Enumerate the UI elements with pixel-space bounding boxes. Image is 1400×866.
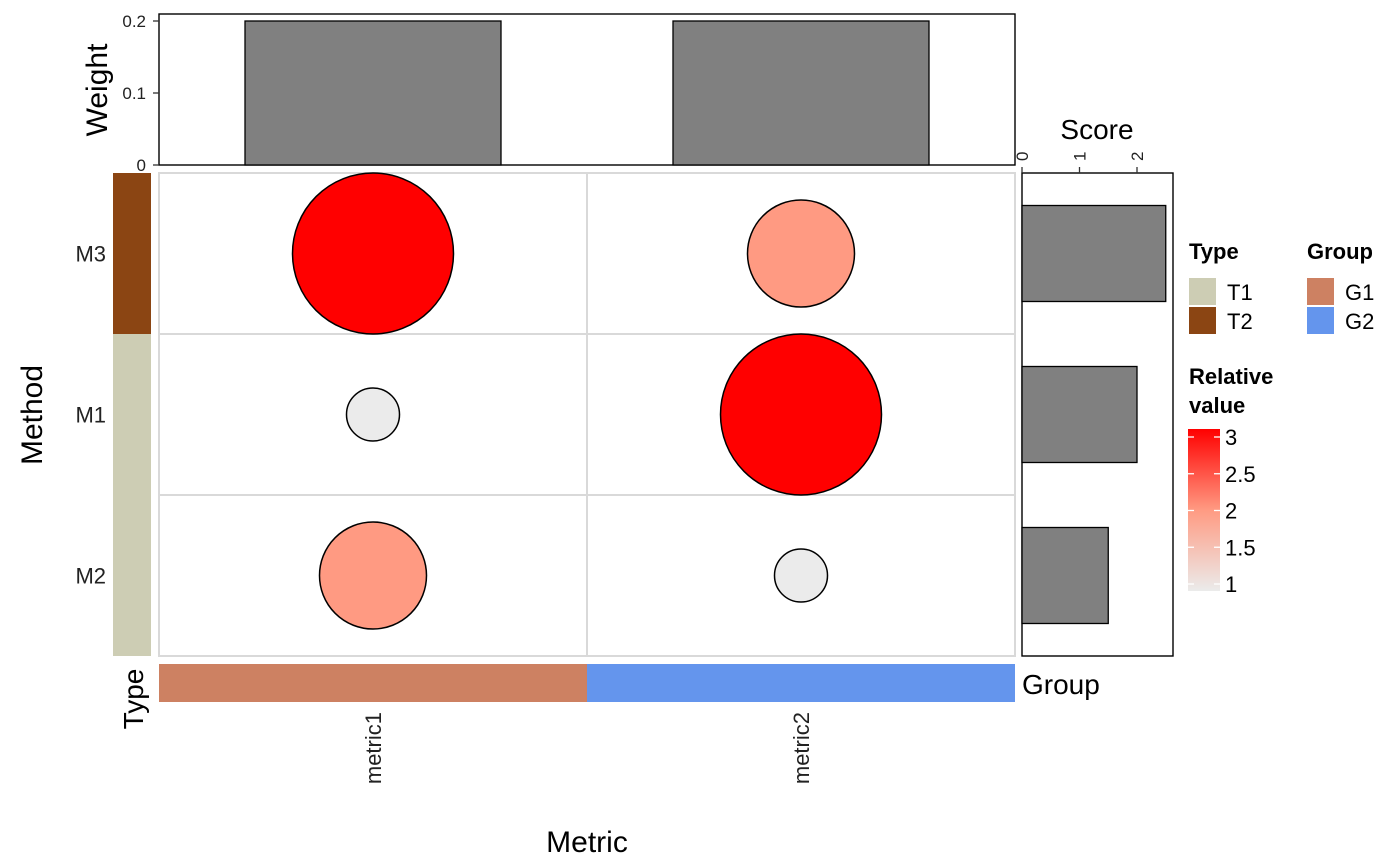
score-panel: 0 1 2 Score <box>1013 114 1174 657</box>
legend-group-title: Group <box>1307 239 1373 264</box>
legend-rv-tick-label: 2.5 <box>1225 462 1256 487</box>
score-tick-label: 0 <box>1013 152 1032 161</box>
score-bar-M2 <box>1021 526 1109 625</box>
group-cell-metric2 <box>587 664 1015 702</box>
weight-tick-label: 0 <box>137 156 146 175</box>
bubble-M3-metric1 <box>291 172 455 335</box>
score-tick-label: 1 <box>1071 152 1090 161</box>
legend-rv-tick-label: 1.5 <box>1225 535 1256 560</box>
type-annotation-strip <box>113 173 151 656</box>
score-bar-M1 <box>1021 365 1138 464</box>
group-annotation-strip <box>159 664 1015 702</box>
score-bar-M3 <box>1021 204 1167 303</box>
bubble-M2-metric2 <box>773 548 829 603</box>
metric-labels: metric1 metric2 <box>361 712 814 784</box>
legend-group-swatch-G1 <box>1307 278 1334 305</box>
bubble-grid <box>158 172 1016 657</box>
legend-rv-title-line2: value <box>1189 393 1245 418</box>
score-axis-ticks: 0 1 2 <box>1013 152 1147 173</box>
score-bars <box>1021 204 1167 625</box>
method-label-M1: M1 <box>75 403 106 428</box>
metric-label-metric2: metric2 <box>789 712 814 784</box>
legend-relative-value: Relative value 3 2.5 2 1.5 1 <box>1188 364 1273 597</box>
score-tick-label: 2 <box>1128 152 1147 161</box>
bubble-M3-metric2 <box>746 199 856 308</box>
legend-type-label-T2: T2 <box>1227 309 1253 334</box>
legend-type-label-T1: T1 <box>1227 280 1253 305</box>
score-axis-title: Score <box>1060 114 1133 145</box>
method-label-M3: M3 <box>75 242 106 267</box>
legend-rv-tick-label: 1 <box>1225 572 1237 597</box>
weight-axis-ticks: 0 0.1 0.2 <box>122 12 159 175</box>
weight-bar-metric2 <box>672 20 930 166</box>
legend-rv-ticks: 3 2.5 2 1.5 1 <box>1188 425 1256 597</box>
legend-type-swatch-T1 <box>1189 278 1216 305</box>
legend-group-swatch-G2 <box>1307 307 1334 334</box>
legend-rv-title-line1: Relative <box>1189 364 1273 389</box>
type-cell-M1 <box>113 334 151 495</box>
weight-tick-label: 0.1 <box>122 84 146 103</box>
weight-tick-label: 0.2 <box>122 12 146 31</box>
type-cell-M3 <box>113 173 151 334</box>
type-cell-M2 <box>113 495 151 656</box>
weight-axis-title: Weight <box>81 43 114 136</box>
bubbles <box>291 172 883 630</box>
bubble-M1-metric2 <box>719 333 883 496</box>
type-strip-label: Type <box>118 669 149 730</box>
legend-type-swatch-T2 <box>1189 307 1216 334</box>
y-axis-title: Method <box>16 365 49 465</box>
weight-bar-metric1 <box>244 20 502 166</box>
weight-panel: 0 0.1 0.2 Weight <box>81 12 1016 175</box>
legend-type-title: Type <box>1189 239 1239 264</box>
method-labels: M3 M1 M2 <box>75 242 106 589</box>
bubble-M1-metric1 <box>345 387 401 442</box>
x-axis-title: Metric <box>546 826 628 859</box>
legend-group-label-G2: G2 <box>1345 309 1374 334</box>
metric-label-metric1: metric1 <box>361 712 386 784</box>
method-label-M2: M2 <box>75 564 106 589</box>
legend-rv-tick-label: 2 <box>1225 499 1237 524</box>
group-cell-metric1 <box>159 664 587 702</box>
legend-group-label-G1: G1 <box>1345 280 1374 305</box>
bubble-M2-metric1 <box>318 521 428 630</box>
grid-lines <box>159 173 1015 656</box>
legend-rv-tick-label: 3 <box>1225 425 1237 450</box>
group-strip-label: Group <box>1022 669 1100 700</box>
weight-bars <box>244 20 930 166</box>
